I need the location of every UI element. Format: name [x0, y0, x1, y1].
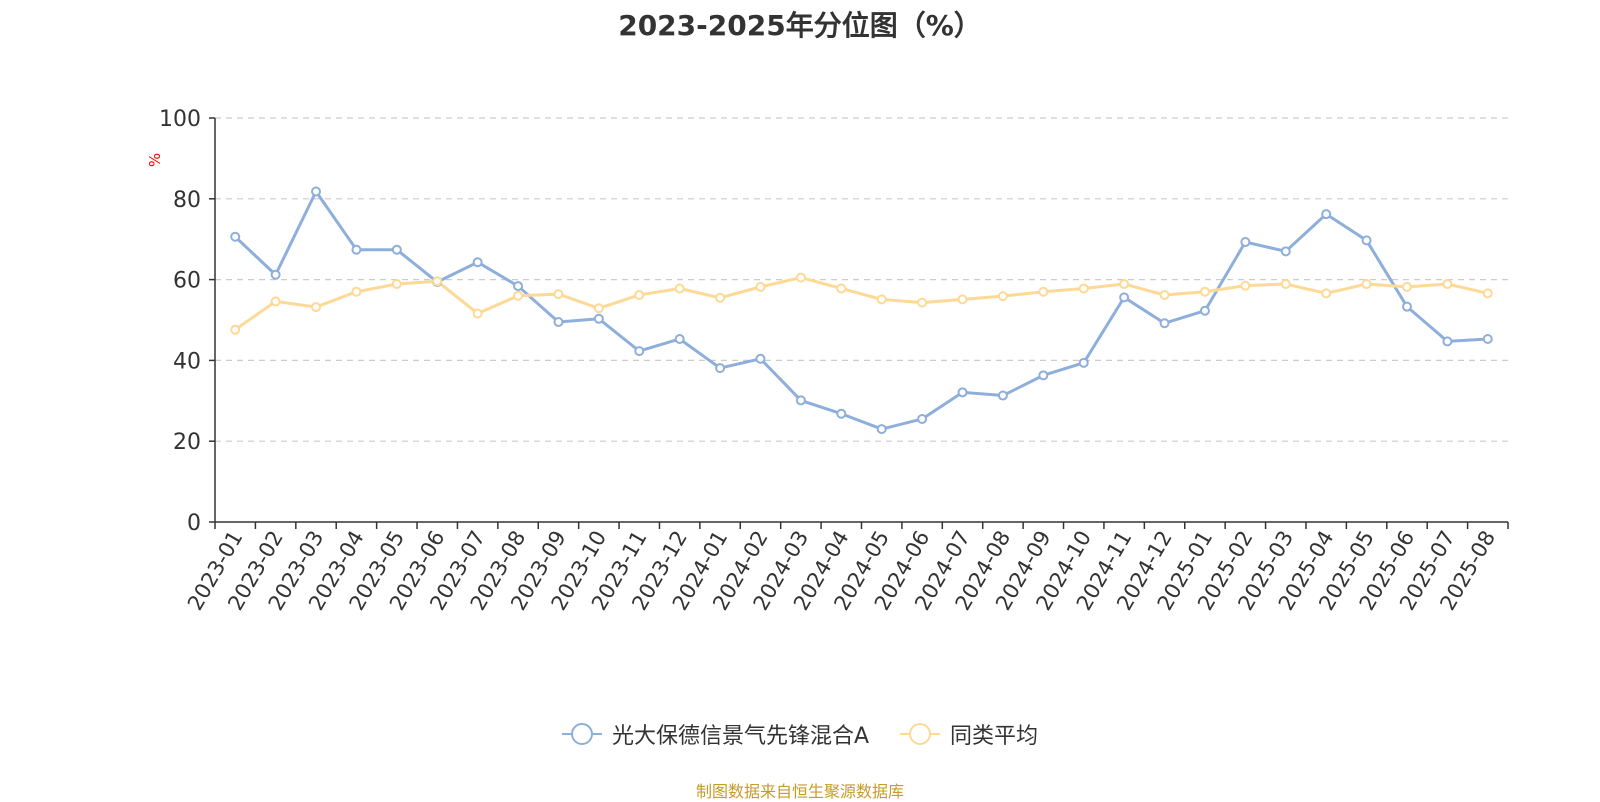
data-source-note: 制图数据来自恒生聚源数据库 — [695, 782, 904, 801]
data-point-series-2 — [674, 283, 685, 294]
data-point-series-2 — [1482, 288, 1493, 299]
data-point-series-1 — [836, 408, 847, 419]
data-point-series-2 — [270, 296, 281, 307]
data-point-series-2 — [634, 289, 645, 300]
data-point-series-2 — [876, 294, 887, 305]
data-point-series-2 — [351, 286, 362, 297]
y-tick-label: 60 — [173, 269, 201, 294]
data-point-series-2 — [715, 292, 726, 303]
chart-title: 2023-2025年分位图（%） — [618, 9, 982, 42]
data-point-series-2 — [472, 308, 483, 319]
data-point-series-2 — [795, 272, 806, 283]
data-point-series-1 — [351, 244, 362, 255]
data-point-series-1 — [1038, 370, 1049, 381]
data-point-series-2 — [432, 276, 443, 287]
data-point-series-1 — [472, 257, 483, 268]
series-lines — [234, 190, 1489, 431]
legend-marker-circle-icon — [900, 723, 941, 745]
data-point-series-1 — [997, 390, 1008, 401]
y-tick-label: 20 — [173, 430, 201, 455]
data-point-series-1 — [795, 395, 806, 406]
data-point-series-1 — [311, 186, 322, 197]
legend-marker-circle-icon — [561, 723, 602, 745]
data-point-series-2 — [755, 281, 766, 292]
y-axis-unit-label: % — [146, 153, 164, 167]
data-point-series-1 — [1159, 318, 1170, 329]
data-point-series-1 — [674, 333, 685, 344]
data-point-series-2 — [836, 283, 847, 294]
series-line-2 — [234, 276, 1489, 331]
line-chart: 0204060801002023-012023-022023-032023-04… — [146, 107, 1509, 614]
data-point-series-1 — [715, 363, 726, 374]
y-tick-label: 100 — [159, 107, 201, 132]
y-tick-label: 40 — [173, 349, 201, 374]
legend-item-series-2[interactable]: 同类平均 — [900, 718, 1038, 750]
data-point-series-2 — [997, 291, 1008, 302]
data-point-series-2 — [1038, 286, 1049, 297]
data-point-series-2 — [1240, 280, 1251, 291]
data-point-series-2 — [1401, 281, 1412, 292]
data-point-series-2 — [513, 290, 524, 301]
data-point-series-2 — [1442, 279, 1453, 290]
data-point-series-1 — [1401, 301, 1412, 312]
data-point-series-1 — [1119, 292, 1130, 303]
data-point-series-1 — [593, 313, 604, 324]
data-point-series-1 — [957, 387, 968, 398]
data-point-series-2 — [957, 294, 968, 305]
data-point-series-2 — [1159, 289, 1170, 300]
data-point-series-2 — [1078, 283, 1089, 294]
legend: 光大保德信景气先锋混合A 同类平均 — [0, 718, 1600, 753]
data-point-series-1 — [1361, 235, 1372, 246]
data-point-series-2 — [230, 324, 241, 335]
data-point-series-2 — [917, 297, 928, 308]
legend-label-series-2: 同类平均 — [950, 724, 1039, 749]
data-point-series-1 — [391, 244, 402, 255]
data-point-series-1 — [876, 424, 887, 435]
data-point-series-1 — [1280, 246, 1291, 257]
data-point-series-2 — [553, 289, 564, 300]
y-tick-label: 0 — [187, 511, 201, 536]
data-point-series-1 — [1482, 333, 1493, 344]
data-point-series-1 — [553, 317, 564, 328]
data-point-series-1 — [1240, 237, 1251, 248]
data-point-series-1 — [1321, 209, 1332, 220]
data-point-series-1 — [270, 269, 281, 280]
series-line-1 — [234, 190, 1488, 431]
data-point-series-1 — [755, 353, 766, 364]
data-point-series-1 — [1442, 336, 1453, 347]
data-point-series-1 — [1078, 357, 1089, 368]
data-point-series-2 — [1280, 279, 1291, 290]
data-point-series-1 — [230, 231, 241, 242]
y-tick-label: 80 — [173, 188, 201, 213]
data-point-series-1 — [513, 281, 524, 292]
legend-label-series-1: 光大保德信景气先锋混合A — [611, 724, 870, 749]
data-point-series-1 — [917, 413, 928, 424]
data-point-series-2 — [391, 279, 402, 290]
data-point-series-1 — [634, 346, 645, 357]
data-point-series-2 — [1321, 288, 1332, 299]
grid-lines — [215, 117, 1508, 442]
data-point-series-2 — [1119, 279, 1130, 290]
data-point-series-2 — [1361, 279, 1372, 290]
data-point-series-2 — [1199, 286, 1210, 297]
data-point-series-1 — [1199, 305, 1210, 316]
legend-item-series-1[interactable]: 光大保德信景气先锋混合A — [561, 718, 870, 750]
data-point-series-2 — [593, 303, 604, 314]
data-point-series-2 — [311, 302, 322, 313]
data-points — [230, 186, 1493, 435]
